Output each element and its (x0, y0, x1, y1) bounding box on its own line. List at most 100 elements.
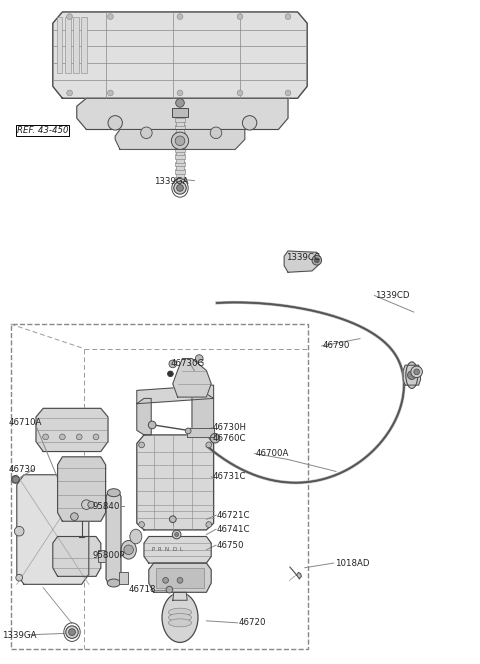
Bar (81, 17, 87, 73)
Bar (176, 136, 184, 141)
Text: 46730: 46730 (8, 465, 36, 474)
Bar (175, 118, 185, 122)
Bar (176, 121, 184, 125)
Circle shape (66, 626, 78, 638)
Text: REF. 43-450: REF. 43-450 (17, 125, 68, 135)
Circle shape (108, 116, 122, 130)
Ellipse shape (130, 529, 142, 544)
Circle shape (82, 500, 91, 509)
Circle shape (175, 533, 179, 537)
Circle shape (206, 522, 212, 527)
Text: 1339GA: 1339GA (2, 631, 37, 640)
Text: 1339GA: 1339GA (154, 177, 188, 186)
Text: 46730H: 46730H (212, 423, 246, 432)
Bar (176, 158, 184, 163)
Circle shape (71, 513, 78, 521)
Bar (172, 108, 188, 117)
Circle shape (108, 14, 113, 19)
Polygon shape (53, 537, 101, 576)
Text: R: R (158, 547, 162, 552)
Bar (65, 17, 71, 73)
Circle shape (139, 442, 144, 448)
Bar (175, 154, 185, 159)
Text: 46790: 46790 (323, 341, 350, 351)
Polygon shape (144, 537, 211, 563)
Text: 46721C: 46721C (217, 511, 251, 520)
Polygon shape (137, 385, 214, 404)
Text: 46741C: 46741C (217, 525, 251, 534)
Bar (73, 17, 79, 73)
Circle shape (139, 522, 144, 527)
Bar (119, 572, 128, 584)
Circle shape (312, 256, 322, 265)
Bar (175, 139, 185, 144)
Bar (175, 177, 185, 181)
Circle shape (237, 90, 243, 96)
Ellipse shape (168, 614, 192, 622)
Polygon shape (17, 475, 89, 584)
Circle shape (43, 434, 48, 440)
Polygon shape (284, 251, 321, 272)
Ellipse shape (406, 362, 418, 388)
Circle shape (171, 132, 189, 149)
Bar (176, 114, 184, 118)
Circle shape (414, 369, 420, 374)
Polygon shape (297, 572, 301, 579)
Circle shape (174, 182, 186, 194)
Circle shape (166, 586, 173, 593)
Circle shape (76, 434, 82, 440)
Text: 46730G: 46730G (171, 359, 205, 369)
Circle shape (177, 14, 183, 19)
Circle shape (195, 355, 203, 363)
Polygon shape (173, 592, 187, 600)
Circle shape (242, 116, 257, 130)
Polygon shape (77, 98, 288, 129)
Bar (176, 128, 184, 133)
Circle shape (237, 14, 243, 19)
Circle shape (169, 516, 176, 523)
Circle shape (177, 578, 183, 583)
Bar (175, 125, 185, 129)
Bar (175, 162, 185, 167)
Circle shape (168, 371, 173, 376)
Text: 1018AD: 1018AD (335, 558, 370, 568)
Polygon shape (58, 457, 106, 521)
Text: 46750: 46750 (217, 540, 244, 550)
Bar (175, 147, 185, 151)
Circle shape (314, 258, 319, 263)
Text: 46760C: 46760C (212, 434, 246, 444)
Polygon shape (53, 12, 307, 98)
Circle shape (69, 629, 75, 635)
Bar (176, 165, 184, 170)
Text: 95840: 95840 (92, 502, 120, 511)
Bar (176, 173, 184, 177)
Text: 46720: 46720 (239, 618, 266, 627)
Circle shape (14, 527, 24, 536)
Ellipse shape (107, 579, 120, 587)
Text: 46700A: 46700A (255, 449, 289, 458)
Text: 1339CC: 1339CC (286, 253, 320, 262)
Polygon shape (36, 408, 108, 452)
Text: L: L (180, 547, 183, 552)
Bar (175, 132, 185, 137)
Circle shape (172, 530, 181, 539)
Text: N: N (165, 547, 169, 552)
Polygon shape (403, 365, 420, 385)
Text: 1339CD: 1339CD (375, 291, 410, 300)
Polygon shape (106, 493, 121, 583)
Ellipse shape (162, 593, 198, 643)
Circle shape (206, 442, 212, 448)
Circle shape (108, 90, 113, 96)
Circle shape (16, 574, 23, 581)
Text: P: P (151, 547, 154, 552)
Polygon shape (137, 398, 151, 435)
Ellipse shape (168, 619, 192, 627)
Text: 46710A: 46710A (8, 418, 42, 428)
Circle shape (141, 127, 152, 139)
Circle shape (175, 136, 185, 145)
Bar (57, 17, 62, 73)
Ellipse shape (168, 608, 192, 616)
Polygon shape (192, 394, 214, 435)
Polygon shape (137, 435, 214, 530)
Circle shape (411, 366, 422, 378)
